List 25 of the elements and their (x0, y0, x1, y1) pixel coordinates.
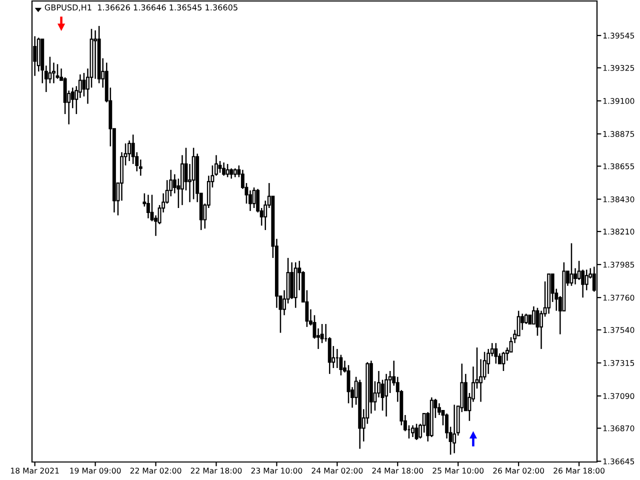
candlestick (56, 64, 60, 80)
candlestick (452, 404, 456, 454)
candlestick (192, 147, 196, 200)
candlestick (577, 260, 581, 281)
candlestick (532, 306, 536, 325)
candlestick (222, 162, 226, 176)
candlestick (82, 72, 86, 98)
candlestick (502, 351, 506, 372)
candlestick (226, 163, 230, 178)
candlestick (574, 268, 577, 285)
candlestick (252, 186, 256, 209)
candlestick (494, 342, 498, 364)
candlestick (414, 423, 418, 441)
candlestick (128, 140, 132, 162)
candlestick (48, 56, 52, 84)
candlestick (94, 30, 98, 80)
candlestick (584, 269, 588, 291)
candlestick (411, 424, 414, 438)
candlestick (384, 373, 388, 418)
candlestick (437, 402, 441, 416)
chart-title: GBPUSD,H1 1.36626 1.36646 1.36545 1.36605 (44, 4, 238, 12)
candlestick (230, 168, 234, 180)
candlestick (218, 160, 222, 174)
candlestick (570, 242, 574, 286)
candlestick (146, 194, 150, 219)
